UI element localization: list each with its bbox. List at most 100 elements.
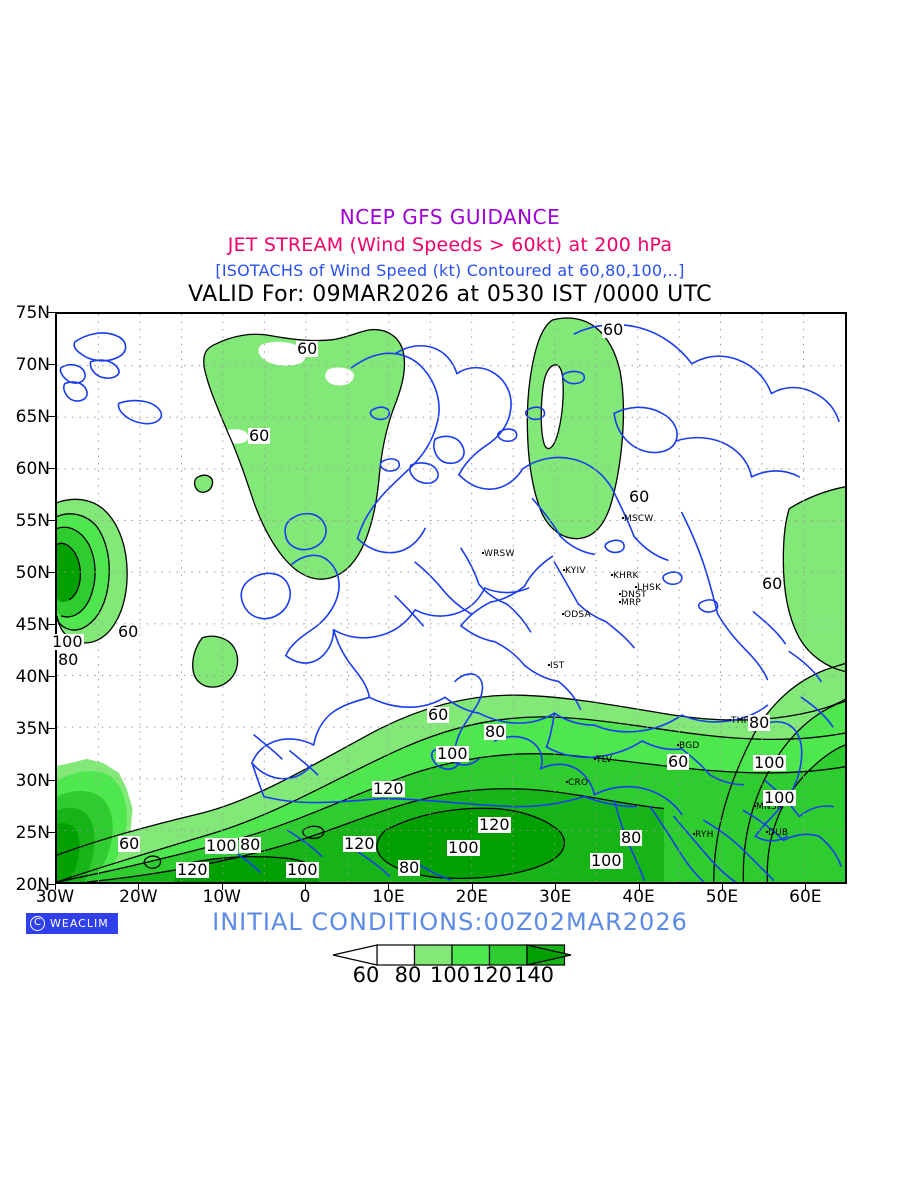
lon-tickmark [138, 884, 140, 890]
contour-label-100: 100 [590, 851, 623, 870]
city-marker-dot [635, 586, 637, 588]
city-marker-dot [611, 574, 613, 576]
contour-label-100: 100 [205, 836, 238, 855]
contour-label-100: 100 [763, 788, 796, 807]
lat-tick-20N: 20N [15, 875, 50, 895]
city-label-mnsk: MNSK [756, 802, 783, 812]
city-marker-dot [677, 744, 679, 746]
city-label-dub: DUB [768, 828, 789, 838]
lat-tickmark [48, 416, 55, 417]
lon-tick-30W: 30W [35, 887, 75, 907]
city-marker-dot [729, 719, 731, 721]
initial-conditions-label: INITIAL CONDITIONS:00Z02MAR2026 [212, 908, 688, 936]
isotach-shading [57, 318, 845, 882]
lat-tick-75N: 75N [15, 303, 50, 323]
city-marker-dot [594, 758, 596, 760]
city-label-ryh: RYH [695, 830, 714, 840]
city-label-dnst: DNST [621, 590, 647, 600]
graticule-grid [57, 314, 845, 882]
lon-tick-40E: 40E [622, 887, 655, 907]
contour-label-120: 120 [478, 815, 511, 834]
lat-tickmark [48, 572, 55, 573]
contour-label-80: 80 [748, 713, 771, 732]
city-marker-dot [622, 517, 624, 519]
page-title: NCEP GFS GUIDANCE [339, 205, 561, 229]
lon-tick-50E: 50E [705, 887, 739, 907]
lon-tickmark [221, 884, 223, 890]
colorbar-band-1 [413, 944, 453, 966]
lat-tick-50N: 50N [15, 563, 50, 583]
contour-label-80: 80 [620, 828, 643, 847]
city-label-khrk: KHRK [613, 571, 639, 581]
city-label-wrsw: WRSW [484, 549, 515, 559]
contour-label-100: 100 [286, 860, 319, 879]
contour-label-100: 100 [51, 632, 84, 651]
lon-tickmark [805, 884, 807, 890]
map-plot-area[interactable] [55, 312, 847, 884]
city-label-mrp: MRP [621, 598, 642, 608]
lon-tickmark [55, 884, 56, 890]
city-marker-dot [754, 805, 756, 807]
city-label-mscw: MSCW [624, 514, 654, 524]
city-marker-dot [693, 833, 695, 835]
subtitle-jet-stream: JET STREAM (Wind Speeds > 60kt) at 200 h… [227, 234, 673, 256]
city-marker-dot [766, 831, 768, 833]
lat-tick-65N: 65N [15, 407, 50, 427]
lon-tick-60E: 60E [789, 887, 822, 907]
city-label-tlv: TLV [596, 755, 613, 765]
colorbar-tick-labels: 60 80 100120140 [0, 963, 900, 987]
weaclim-logo-badge[interactable]: C WEACLIM [26, 913, 118, 934]
contour-label-60: 60 [118, 834, 141, 853]
contour-label-60: 60 [628, 487, 651, 506]
lon-tickmark [471, 884, 473, 890]
lon-tickmark [721, 884, 723, 890]
colorbar [0, 942, 900, 972]
lon-tick-30E: 30E [539, 887, 572, 907]
city-label-bgd: BGD [679, 741, 700, 751]
contour-label-60: 60 [602, 320, 625, 339]
contour-label-100: 100 [447, 838, 480, 857]
lat-tick-30N: 30N [15, 771, 50, 791]
lat-tickmark [48, 676, 55, 677]
lon-tickmark [555, 884, 557, 890]
lat-tick-55N: 55N [15, 511, 50, 531]
lat-tickmark [48, 884, 55, 885]
contour-label-60: 60 [248, 426, 271, 445]
contour-label-120: 120 [372, 779, 405, 798]
colorbar-tick-80: 80 [394, 963, 422, 987]
colorbar-tick-100: 100 [429, 963, 471, 987]
lat-tickmark [48, 728, 55, 729]
city-marker-dot [562, 613, 564, 615]
lon-tick-0: 0 [299, 887, 311, 907]
colorbar-tick-140: 140 [513, 963, 555, 987]
contour-label-60: 60 [117, 622, 140, 641]
lat-tick-60N: 60N [15, 459, 50, 479]
city-marker-dot [566, 781, 568, 783]
lon-tick-10W: 10W [202, 887, 241, 907]
contour-label-100: 100 [436, 744, 469, 763]
lon-tickmark [638, 884, 640, 890]
lat-tickmark [48, 832, 55, 833]
subtitle-isotachs: [ISOTACHS of Wind Speed (kt) Contoured a… [215, 261, 685, 280]
city-label-odsa: ODSA [564, 610, 591, 620]
contour-label-80: 80 [398, 858, 421, 877]
lat-tick-35N: 35N [15, 719, 50, 739]
city-label-ist: IST [550, 661, 565, 671]
colorbar-band-3 [488, 944, 528, 966]
lon-tick-10E: 10E [372, 887, 405, 907]
lat-tickmark [48, 312, 55, 313]
lat-tickmark [48, 364, 55, 365]
valid-time-label: VALID For: 09MAR2026 at 0530 IST /0000 U… [188, 282, 712, 307]
weaclim-label: WEACLIM [50, 917, 109, 930]
lat-tickmark [48, 468, 55, 469]
city-marker-dot [563, 569, 565, 571]
colorbar-tick-60: 60 [352, 963, 380, 987]
city-marker-dot [619, 593, 621, 595]
city-label-cro: CRO [568, 778, 589, 788]
contour-label-60: 60 [761, 574, 784, 593]
city-label-kyiv: KYIV [565, 566, 586, 576]
contour-label-60: 60 [296, 339, 319, 358]
lat-tick-25N: 25N [15, 823, 50, 843]
colorbar-swatches [332, 944, 572, 966]
